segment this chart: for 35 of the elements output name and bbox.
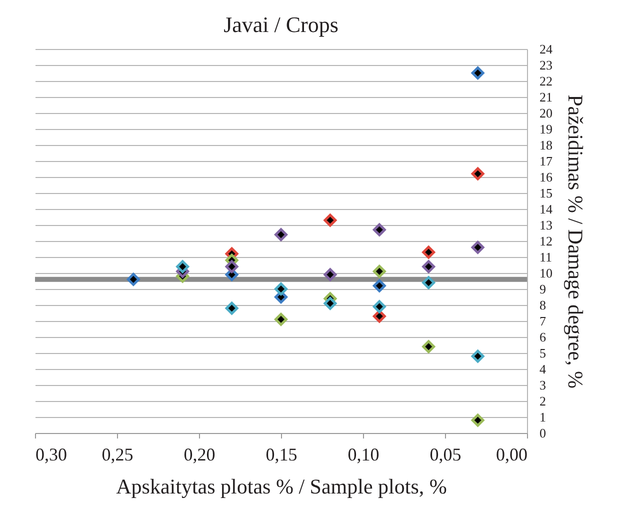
y-tick-label: 6 xyxy=(540,330,546,344)
y-tick-label: 10 xyxy=(540,266,552,280)
y-tick-label: 11 xyxy=(540,250,552,264)
x-tick-label: 0,00 xyxy=(496,444,528,464)
y-tick-label: 18 xyxy=(540,138,552,152)
x-axis-title: Apskaitytas plotas % / Sample plots, % xyxy=(116,474,447,498)
x-tick-label: 0,05 xyxy=(430,444,462,464)
y-tick-label: 7 xyxy=(540,314,546,328)
y-tick-label: 8 xyxy=(540,298,546,312)
x-tick-label: 0,20 xyxy=(184,444,216,464)
y-tick-label: 16 xyxy=(540,170,553,184)
y-tick-label: 24 xyxy=(540,42,553,56)
y-tick-label: 0 xyxy=(540,426,546,440)
chart-title: Javai / Crops xyxy=(224,12,338,37)
y-tick-label: 15 xyxy=(540,186,552,200)
y-tick-label: 20 xyxy=(540,106,552,120)
y-tick-label: 2 xyxy=(540,394,546,408)
y-tick-label: 9 xyxy=(540,282,546,296)
y-tick-label: 1 xyxy=(540,410,546,424)
y-axis-title: Pažeidimas % / Damage degree, % xyxy=(564,94,588,388)
y-tick-label: 3 xyxy=(540,378,546,392)
y-tick-label: 12 xyxy=(540,234,552,248)
y-tick-label: 23 xyxy=(540,58,552,72)
y-tick-label: 4 xyxy=(540,362,546,376)
x-tick-label: 0,10 xyxy=(348,444,380,464)
y-tick-label: 13 xyxy=(540,218,552,232)
y-tick-label: 14 xyxy=(540,202,553,216)
y-tick-label: 19 xyxy=(540,122,552,136)
y-tick-label: 22 xyxy=(540,74,552,88)
x-tick-label: 0,15 xyxy=(266,444,298,464)
x-tick-label: 0,30 xyxy=(36,444,67,464)
x-tick-label: 0,25 xyxy=(102,444,134,464)
y-tick-label: 17 xyxy=(540,154,553,168)
y-tick-label: 5 xyxy=(540,346,546,360)
y-tick-label: 21 xyxy=(540,90,552,104)
